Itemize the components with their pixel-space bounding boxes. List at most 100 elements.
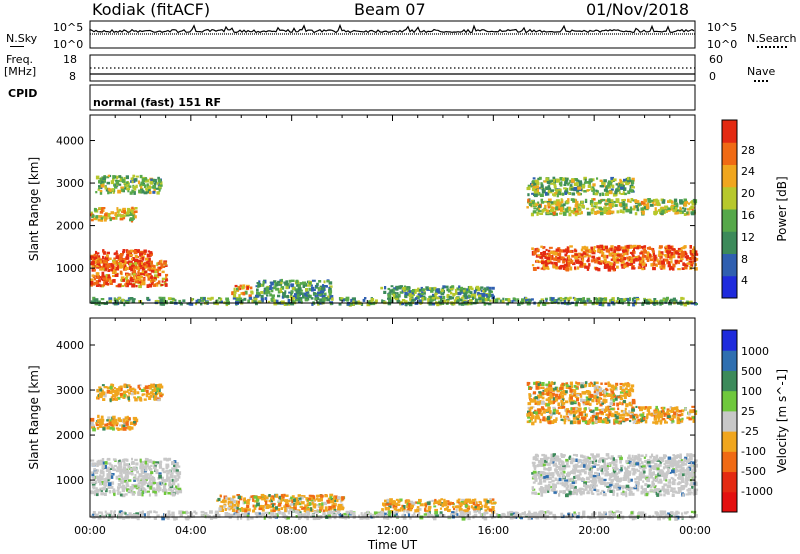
- velocity-cell: [622, 476, 626, 481]
- power-cell: [563, 249, 567, 253]
- power-cell: [667, 207, 671, 210]
- velocity-cell: [250, 495, 255, 498]
- velocity-cell: [594, 459, 598, 463]
- velocity-cell: [125, 484, 130, 488]
- power-cell: [567, 263, 571, 268]
- velocity-cell: [146, 392, 151, 396]
- noise-search-legend-line: [757, 46, 787, 48]
- velocity-cell: [129, 486, 133, 490]
- power-cell: [483, 289, 487, 293]
- power-cell: [98, 187, 101, 190]
- power-cell: [550, 201, 554, 204]
- power-cell: [563, 177, 568, 180]
- power-cell: [620, 182, 623, 185]
- power-cell: [603, 206, 607, 210]
- velocity-cell: [155, 488, 158, 492]
- velocity-cell: [582, 491, 585, 495]
- velocity-cell: [566, 462, 569, 466]
- power-cell: [603, 188, 608, 192]
- power-cell: [578, 207, 582, 212]
- power-cell: [544, 204, 547, 209]
- velocity-cell: [565, 458, 569, 462]
- velocity-cell: [636, 476, 639, 480]
- power-cell: [244, 290, 248, 295]
- power-cell: [645, 205, 649, 210]
- velocity-cell: [106, 476, 110, 479]
- velocity-cell: [627, 465, 630, 469]
- velocity-cell: [133, 479, 136, 482]
- power-cell: [575, 259, 580, 264]
- velocity-cell: [646, 461, 651, 464]
- power-cell: [132, 215, 135, 220]
- power-cell: [630, 198, 634, 202]
- velocity-cell: [564, 479, 569, 482]
- velocity-cell: [416, 508, 420, 513]
- velocity-cell: [93, 468, 96, 471]
- power-cell: [598, 302, 602, 306]
- velocity-cell: [687, 471, 691, 476]
- power-cell: [655, 198, 658, 203]
- velocity-cell: [652, 464, 657, 469]
- power-cell: [483, 302, 487, 306]
- power-cell: [555, 248, 560, 252]
- power-cell: [540, 201, 545, 204]
- power-cell: [599, 297, 603, 300]
- power-cell: [567, 182, 570, 186]
- power-cell: [314, 284, 319, 288]
- power-cell: [179, 302, 183, 306]
- velocity-cell: [593, 483, 597, 487]
- power-cell: [417, 293, 422, 297]
- velocity-cell: [101, 418, 105, 422]
- power-cell: [587, 250, 590, 253]
- velocity-cell: [296, 503, 299, 506]
- velocity-cell: [548, 484, 551, 488]
- power-cell: [640, 207, 644, 211]
- velocity-cell: [130, 392, 134, 396]
- noise-left-tick-top: 10^5: [53, 21, 84, 34]
- power-cell: [121, 178, 125, 183]
- power-cell: [527, 198, 530, 203]
- power-cell: [671, 248, 676, 251]
- velocity-cell: [98, 421, 102, 425]
- power-cell: [157, 261, 161, 266]
- velocity-cell: [560, 460, 563, 463]
- velocity-cell: [534, 478, 538, 482]
- velocity-cell: [167, 458, 171, 461]
- power-cell: [647, 198, 651, 201]
- power-cell: [610, 298, 613, 303]
- power-cell: [451, 296, 455, 300]
- power-cell: [572, 198, 575, 203]
- power-cell: [647, 199, 652, 204]
- power-cell: [587, 254, 592, 258]
- power-cell: [577, 192, 581, 196]
- power-cell: [90, 211, 93, 215]
- velocity-cell: [166, 472, 170, 475]
- velocity-cell: [612, 463, 617, 466]
- velocity-cell: [655, 458, 659, 461]
- velocity-cell: [630, 478, 633, 482]
- velocity-cell: [575, 488, 579, 492]
- power-cell: [690, 261, 694, 265]
- power-cell: [592, 192, 595, 196]
- velocity-cell: [627, 473, 631, 476]
- velocity-cell: [553, 462, 557, 466]
- velocity-cell: [278, 503, 282, 507]
- power-cell: [593, 246, 596, 249]
- power-cell: [516, 298, 520, 303]
- power-cell: [689, 245, 692, 248]
- power-cell: [485, 294, 488, 297]
- power-cell: [565, 265, 569, 269]
- velocity-cell: [158, 482, 162, 485]
- velocity-cell: [466, 505, 471, 509]
- power-cell: [641, 262, 646, 266]
- power-cell: [627, 302, 631, 307]
- power-cell: [111, 216, 116, 220]
- power-cell: [99, 190, 103, 193]
- power-cell: [488, 289, 492, 293]
- velocity-cell: [641, 472, 645, 476]
- velocity-cell: [447, 508, 451, 513]
- velocity-cell: [454, 505, 458, 509]
- power-cell: [574, 253, 579, 257]
- power-cell: [132, 185, 136, 189]
- velocity-cell: [650, 460, 654, 463]
